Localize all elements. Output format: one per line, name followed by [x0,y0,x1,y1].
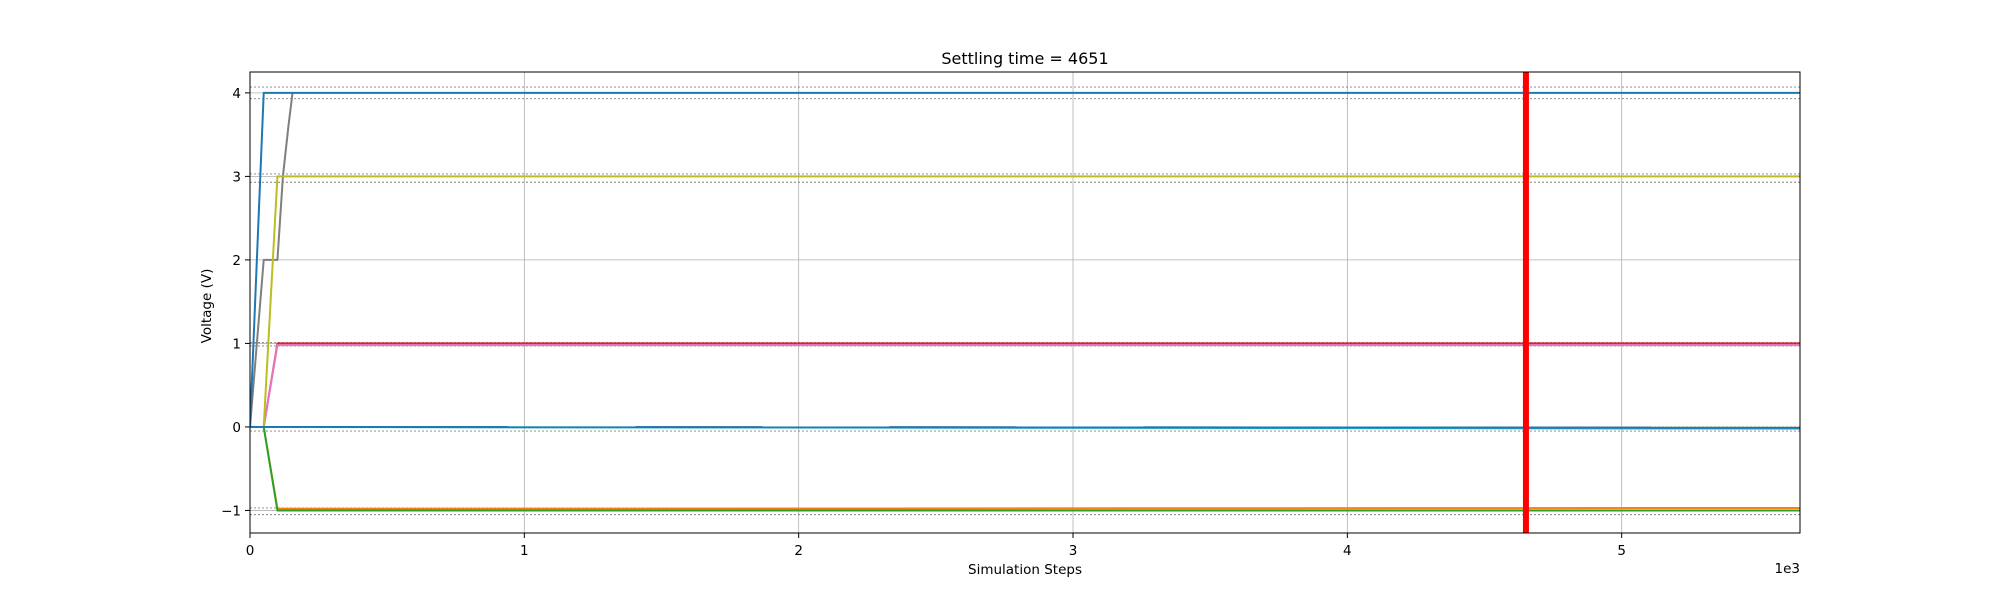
x-tick-label: 3 [1069,543,1078,559]
y-axis-label: Voltage (V) [199,269,215,344]
x-axis-offset-text: 1e3 [1775,561,1800,577]
series-line-10 [250,425,1800,429]
x-tick-label: 1 [520,543,529,559]
x-tick-label: 5 [1617,543,1626,559]
y-tick-label: 2 [232,253,241,269]
y-tick-label: 0 [232,420,241,436]
series-line-9 [250,91,1800,427]
y-tick-label: −1 [221,503,241,519]
plot-frame [249,71,1801,534]
x-tick-label: 2 [794,543,803,559]
x-tick-label: 4 [1343,543,1352,559]
y-tick-label: 1 [232,336,241,352]
x-axis-label: Simulation Steps [968,562,1082,578]
series-line-7 [250,92,294,428]
y-tick-label: 3 [232,169,241,185]
y-tick-label: 4 [232,86,241,102]
x-tick-label: 0 [246,543,255,559]
series-group [250,91,1800,512]
chart-title: Settling time = 4651 [941,49,1108,68]
